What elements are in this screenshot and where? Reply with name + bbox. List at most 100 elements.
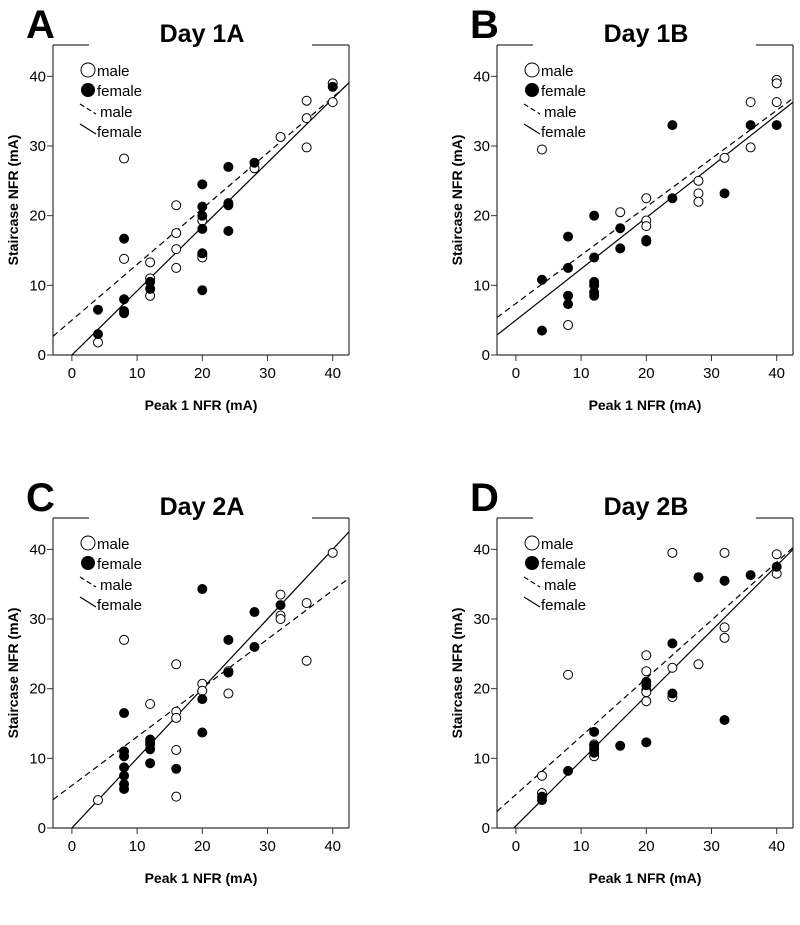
legend-marker-female [81,83,95,97]
data-point-female [563,299,574,310]
panel-letter: D [470,476,499,520]
data-point-female [641,236,652,247]
legend-marker-female [525,556,539,570]
data-point-female [249,607,260,618]
x-tick-label: 10 [129,838,146,855]
data-point-male [171,791,182,802]
data-point-female [667,193,678,204]
data-point-male [223,688,234,699]
x-tick-label: 30 [259,838,276,855]
x-tick-label: 10 [573,365,590,382]
y-tick-label: 30 [29,138,46,155]
x-tick-label: 20 [638,365,655,382]
data-point-female [119,751,130,762]
data-point-male [641,193,652,204]
data-point-female [92,304,103,315]
fit-line-male [497,547,793,812]
data-point-female [119,308,130,319]
y-axis-label: Staircase NFR (mA) [5,608,21,739]
data-point-male [693,196,704,207]
legend-label: male [541,63,574,80]
data-point-female [197,179,208,190]
data-point-female [641,680,652,691]
x-tick-label: 10 [129,365,146,382]
data-point-male [667,547,678,558]
legend-label: female [97,597,142,614]
data-point-female [119,770,130,781]
data-point-male [301,95,312,106]
legend-label: female [541,556,586,573]
data-point-male [275,589,286,600]
y-tick-label: 10 [473,277,490,294]
data-point-female [197,694,208,705]
y-tick-label: 0 [482,820,490,837]
legend-marker-male [524,62,540,78]
data-point-female [667,688,678,699]
data-point-female [615,243,626,254]
data-point-female [771,561,782,572]
data-point-male [327,97,338,108]
data-point-female [719,715,730,726]
data-point-male [171,200,182,211]
chart-title: Day 1B [604,20,689,48]
data-point-female [327,81,338,92]
y-tick-label: 20 [29,208,46,225]
y-tick-label: 40 [473,541,490,558]
data-point-female [92,329,103,340]
data-point-female [693,572,704,583]
legend-label: male [97,63,130,80]
data-point-male [641,666,652,677]
data-point-male [145,257,156,268]
chart-title: Day 2B [604,493,689,521]
data-point-female [589,252,600,263]
legend-line-male [523,576,541,588]
x-tick-label: 30 [703,365,720,382]
data-point-female [197,727,208,738]
legend-line-female [523,596,541,608]
x-axis-label: Peak 1 NFR (mA) [145,397,258,413]
data-point-male [615,207,626,218]
y-tick-label: 10 [473,750,490,767]
data-point-female [249,157,260,168]
data-point-male [641,696,652,707]
data-point-male [719,547,730,558]
x-axis-label: Peak 1 NFR (mA) [589,397,702,413]
x-tick-label: 20 [194,365,211,382]
legend-label: male [100,577,133,594]
legend-marker-male [80,535,96,551]
data-point-male [119,253,130,264]
panel-letter: B [470,3,499,47]
data-point-female [197,248,208,259]
data-point-female [667,120,678,131]
data-point-male [563,320,574,331]
legend-line-female [523,123,541,135]
data-point-female [719,188,730,199]
data-point-female [536,274,547,285]
data-point-female [719,575,730,586]
legend-label: female [97,124,142,141]
data-point-male [719,152,730,163]
panel-a: A Day 1A Peak 1 NFR (mA) Staircase NFR (mA)… [0,0,400,447]
data-point-female [119,233,130,244]
data-point-male [693,188,704,199]
x-tick-label: 0 [512,838,520,855]
data-point-female [119,783,130,794]
data-point-male [693,659,704,670]
data-point-male [667,662,678,673]
legend-line-male [79,576,97,588]
chart-title: Day 1A [160,20,245,48]
data-point-female [197,210,208,221]
data-point-male [171,659,182,670]
data-point-female [536,325,547,336]
legend-label: male [100,104,133,121]
x-axis-label: Peak 1 NFR (mA) [145,870,258,886]
data-point-male [301,655,312,666]
data-point-female [145,758,156,769]
y-tick-label: 40 [29,68,46,85]
data-point-female [771,120,782,131]
x-tick-label: 40 [768,365,785,382]
y-tick-label: 20 [473,208,490,225]
data-point-male [536,770,547,781]
data-point-female [223,667,234,678]
x-tick-label: 0 [512,365,520,382]
